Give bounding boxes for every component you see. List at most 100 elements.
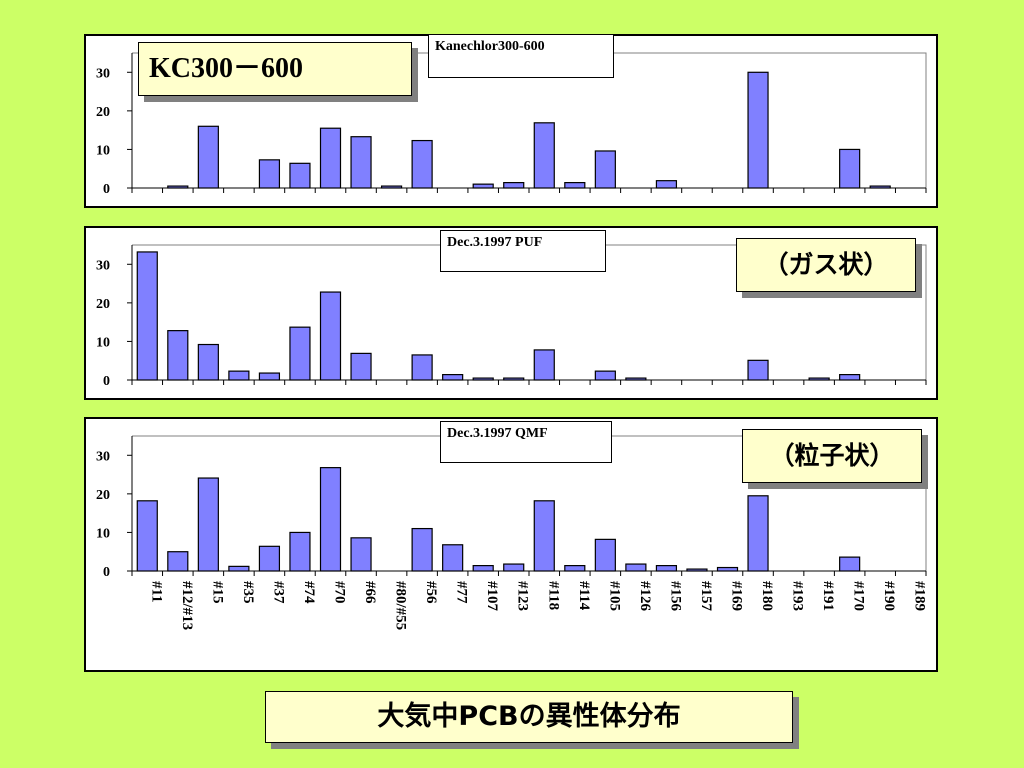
y-tick-label: 30 — [96, 449, 110, 464]
callout-gas-phase: （ガス状） — [736, 238, 916, 292]
bar — [289, 531, 311, 572]
bar — [564, 182, 586, 189]
bar — [472, 377, 494, 381]
chart-panel-particle-phase: 0 10 20 30 #11 #12/#13 #15 #35 #37 #74 #70 #66 #80/#… — [84, 417, 938, 672]
bar — [258, 372, 281, 381]
bar — [747, 71, 769, 189]
y-tick-label: 0 — [103, 374, 110, 389]
chart-panel-kc300-600: 0 10 20 30 Kanechlor300-600 KC300－600 — [84, 34, 938, 208]
bar — [258, 545, 281, 572]
bar — [625, 563, 647, 572]
bar — [319, 291, 342, 381]
bar — [411, 139, 433, 189]
x-tick-label: #156 — [667, 581, 683, 612]
bar — [319, 467, 342, 572]
x-tick-label: #70 — [332, 581, 348, 604]
bar-chart-gas-phase: 0 10 20 30 — [96, 244, 927, 389]
callout-kc300-600: KC300－600 — [138, 42, 412, 96]
x-tick-label: #114 — [576, 581, 592, 611]
x-tick-label: #77 — [454, 581, 470, 604]
x-tick-label: #169 — [729, 581, 745, 611]
bar — [808, 377, 830, 381]
plot-frame — [132, 244, 927, 380]
bar — [625, 377, 647, 381]
bar — [197, 343, 219, 381]
bar-chart-kc300-600: 0 10 20 30 — [96, 52, 927, 197]
x-tick-label: #191 — [820, 581, 836, 611]
bar — [136, 500, 158, 572]
x-tick-label: #126 — [637, 581, 653, 612]
bar — [442, 544, 464, 572]
slide-title: 大気中PCBの異性体分布 — [265, 691, 793, 743]
bar — [472, 565, 494, 572]
bar — [289, 162, 311, 189]
bar — [655, 565, 678, 572]
x-tick-label: #12/#13 — [179, 581, 195, 630]
x-tick-label: #37 — [270, 581, 286, 604]
x-tick-label: #123 — [515, 581, 531, 611]
bar — [350, 352, 372, 381]
y-tick-label: 10 — [96, 526, 110, 541]
bar — [503, 377, 525, 381]
y-tick-label: 20 — [96, 297, 110, 312]
bar — [686, 568, 708, 572]
y-tick-label: 0 — [103, 565, 110, 580]
bar — [533, 500, 555, 572]
y-tick-label: 20 — [96, 105, 110, 120]
bar — [228, 370, 250, 381]
bar — [533, 349, 555, 381]
sample-label: Dec.3.1997 QMF — [440, 421, 612, 463]
bar — [533, 122, 555, 189]
bar — [197, 125, 219, 189]
y-tick-label: 30 — [96, 258, 110, 273]
bar — [655, 180, 678, 189]
bar — [167, 330, 189, 381]
plot-frame — [132, 435, 927, 571]
chart-panel-gas-phase: 0 10 20 30 Dec.3.1997 PUF （ガス状） — [84, 226, 938, 400]
bar — [869, 185, 891, 189]
y-tick-label: 10 — [96, 335, 110, 350]
x-tick-label: #74 — [301, 581, 317, 604]
x-tick-label: #56 — [423, 581, 439, 604]
bar — [564, 565, 586, 572]
bar — [228, 565, 250, 572]
sample-label: Dec.3.1997 PUF — [440, 230, 606, 272]
x-tick-label: #189 — [912, 581, 928, 611]
bar — [503, 563, 525, 572]
bar — [594, 538, 616, 572]
x-tick-label: #170 — [851, 581, 867, 611]
x-tick-label: #190 — [881, 581, 897, 611]
bar — [472, 183, 494, 189]
y-tick-label: 20 — [96, 488, 110, 503]
x-tick-label: #35 — [240, 581, 256, 604]
bar — [350, 136, 372, 189]
x-tick-label: #193 — [790, 581, 806, 611]
bar — [289, 326, 311, 381]
bar — [839, 374, 861, 381]
y-tick-label: 10 — [96, 143, 110, 158]
bar — [503, 182, 525, 189]
bar — [197, 477, 219, 572]
callout-particle-phase: （粒子状） — [742, 429, 922, 483]
y-tick-label: 30 — [96, 66, 110, 81]
y-tick-label: 0 — [103, 182, 110, 197]
bar — [350, 537, 372, 572]
bar — [716, 566, 739, 572]
bar — [839, 148, 861, 189]
x-tick-label: #118 — [545, 581, 561, 610]
x-tick-label: #105 — [606, 581, 622, 611]
bar — [136, 251, 158, 381]
bar — [594, 150, 616, 189]
x-tick-label: #107 — [484, 581, 500, 612]
x-tick-label: #15 — [209, 581, 225, 604]
bar — [411, 527, 433, 572]
x-tick-label: #11 — [148, 581, 164, 603]
bar — [442, 374, 464, 381]
bar — [167, 551, 189, 572]
bar — [747, 495, 769, 572]
sample-label: Kanechlor300-600 — [428, 34, 614, 78]
bar-chart-particle-phase: 0 10 20 30 #11 #12/#13 #15 #35 #37 #74 #70 #66 #80/#… — [96, 435, 928, 630]
x-tick-label: #66 — [362, 581, 378, 604]
x-tick-label: #180 — [759, 581, 775, 611]
x-tick-label: #80/#55 — [393, 581, 409, 630]
